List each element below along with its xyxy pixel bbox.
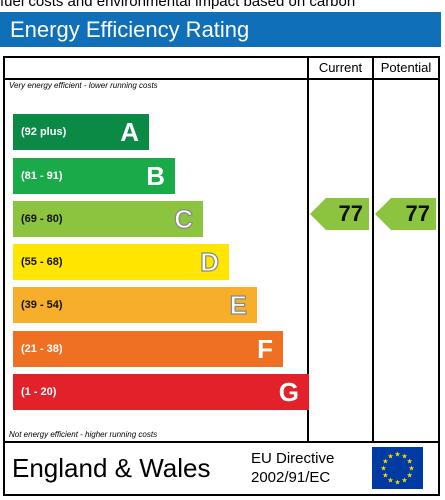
band-e-letter: E — [229, 289, 248, 320]
eu-star: ★ — [387, 477, 393, 485]
column-divider-potential — [372, 58, 374, 441]
band-e: (39 - 54) E — [13, 287, 257, 323]
current-badge-arrow-icon — [310, 198, 369, 230]
band-b-range: (81 - 91) — [21, 170, 63, 182]
potential-badge-arrow-icon — [375, 198, 436, 230]
efficient-note: Very energy efficient - lower running co… — [9, 81, 158, 90]
page-title: Energy Efficiency Rating — [0, 12, 441, 47]
band-c-letter: C — [174, 203, 194, 234]
eu-star: ★ — [382, 472, 388, 480]
band-d-range: (55 - 68) — [21, 256, 63, 268]
band-b: (81 - 91) B — [13, 158, 175, 194]
eu-stars-icon: ★ ★★★★★★★★★★★ — [380, 451, 414, 487]
column-divider-current — [307, 58, 309, 441]
header-row-divider — [5, 78, 438, 80]
eu-star: ★ — [401, 452, 407, 460]
eu-star: ★ — [382, 458, 388, 466]
eu-star: ★ — [401, 477, 407, 485]
potential-rating-badge: 77 — [375, 198, 436, 230]
band-a-range: (92 plus) — [21, 126, 67, 138]
eu-directive: EU Directive 2002/91/EC — [251, 449, 334, 487]
country-label: England & Wales — [12, 453, 211, 483]
band-g-range: (1 - 20) — [21, 386, 57, 398]
band-f-range: (21 - 38) — [21, 343, 63, 355]
eu-star: ★ — [406, 472, 412, 480]
eu-star: ★ — [408, 465, 414, 473]
band-d: (55 - 68) D — [13, 244, 229, 280]
band-g: (1 - 20) G — [13, 374, 309, 410]
eu-star: ★ — [406, 458, 412, 466]
eu-star: ★ — [394, 451, 400, 459]
eu-star: ★ — [394, 479, 400, 487]
current-rating-badge: 77 — [310, 198, 369, 230]
eu-flag-icon: ★ ★ ★ ★ ★ ★ ★ ★ ★ ★ ★ ★ — [372, 447, 423, 489]
column-header-current: Current — [318, 60, 363, 75]
eu-star: ★ — [387, 452, 393, 460]
column-header-potential: Potential — [380, 60, 432, 75]
band-a: (92 plus) A — [13, 114, 149, 150]
band-c-range: (69 - 80) — [21, 213, 63, 225]
band-g-letter: G — [278, 377, 299, 407]
eu-directive-line2: 2002/91/EC — [251, 469, 331, 486]
eu-star: ★ — [380, 465, 386, 473]
footer: England & Wales EU Directive 2002/91/EC … — [3, 443, 440, 496]
eu-directive-line1: EU Directive — [251, 450, 335, 467]
potential-rating-value: 77 — [405, 201, 430, 226]
band-a-letter: A — [120, 117, 139, 147]
current-rating-value: 77 — [338, 201, 363, 226]
band-e-range: (39 - 54) — [21, 299, 63, 311]
cut-off-intro-text: fuel costs and environmental impact base… — [0, 0, 356, 10]
rating-table: Current Potential Very energy efficient … — [3, 56, 440, 443]
band-f-letter: F — [257, 334, 273, 364]
band-c: (69 - 80) C — [13, 201, 203, 237]
inefficient-note: Not energy efficient - higher running co… — [9, 430, 158, 439]
band-d-letter: D — [200, 246, 220, 277]
band-f: (21 - 38) F — [13, 331, 283, 367]
band-b-letter: B — [146, 161, 165, 191]
